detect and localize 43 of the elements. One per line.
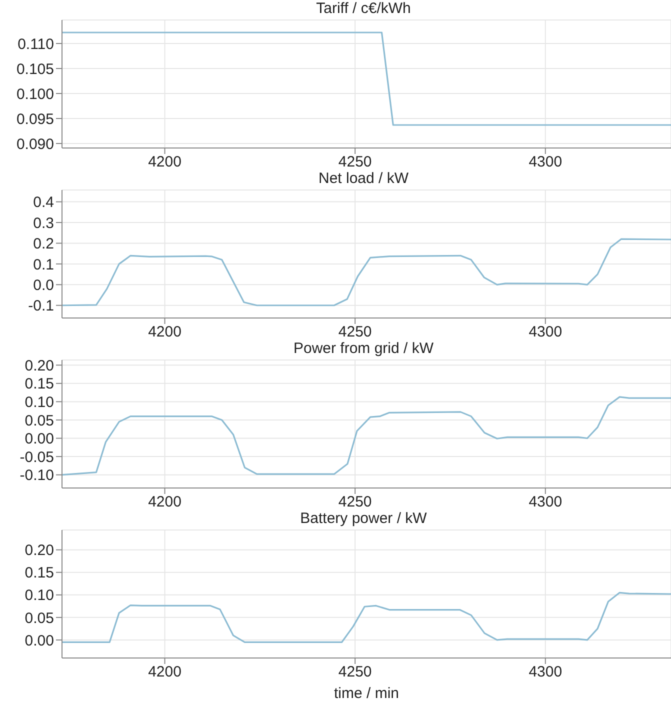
y-tick-label: 0.05	[24, 610, 54, 627]
y-tick-label: 0.105	[16, 60, 54, 78]
y-tick-label: 0.110	[18, 36, 54, 53]
x-axis-title: time / min	[334, 685, 400, 702]
y-tick-label: 0.095	[16, 110, 54, 128]
y-tick-label: 0.20	[24, 357, 54, 374]
x-tick-label: 4250	[338, 154, 372, 171]
chart-title: Net load / kW	[317, 170, 410, 187]
y-tick-label: 0.10	[24, 587, 54, 604]
y-tick-label: 0.10	[24, 394, 54, 412]
y-tick-label: -0.10	[20, 467, 54, 484]
y-tick-label: 0.0	[33, 276, 54, 294]
x-tick-label: 4250	[338, 664, 372, 681]
x-tick-label: 4300	[528, 154, 562, 171]
line-series	[62, 592, 671, 644]
chart-title: Battery power / kW	[299, 510, 428, 527]
x-tick-label: 4300	[528, 494, 562, 511]
line-series	[62, 396, 671, 476]
x-tick-label: 4250	[338, 494, 372, 511]
y-tick-label: 0.15	[24, 564, 54, 582]
y-tick-label: 0.100	[16, 86, 54, 103]
chart-title: Power from grid / kW	[292, 340, 435, 357]
x-tick-label: 4200	[148, 324, 182, 341]
y-tick-label: -0.1	[28, 298, 54, 315]
y-tick-label: -0.05	[20, 448, 54, 466]
x-tick-label: 4200	[148, 664, 182, 681]
y-tick-label: 0.15	[24, 376, 54, 393]
y-tick-label: 0.00	[24, 632, 54, 650]
chart-title: Tariff / c€/kWh	[315, 0, 412, 17]
y-tick-label: 0.090	[16, 136, 54, 153]
y-tick-label: 0.20	[24, 542, 54, 560]
y-tick-label: 0.05	[24, 412, 54, 430]
y-tick-label: 0.00	[24, 430, 54, 448]
x-tick-label: 4250	[338, 324, 372, 341]
x-tick-label: 4200	[148, 494, 182, 511]
y-tick-label: 0.3	[33, 214, 54, 232]
x-tick-label: 4300	[528, 664, 562, 681]
y-tick-label: 0.1	[33, 256, 54, 274]
x-tick-label: 4300	[528, 324, 562, 341]
line-series	[62, 238, 671, 306]
y-tick-label: 0.2	[33, 236, 54, 253]
y-tick-label: 0.4	[33, 194, 54, 212]
x-tick-label: 4200	[148, 154, 182, 171]
